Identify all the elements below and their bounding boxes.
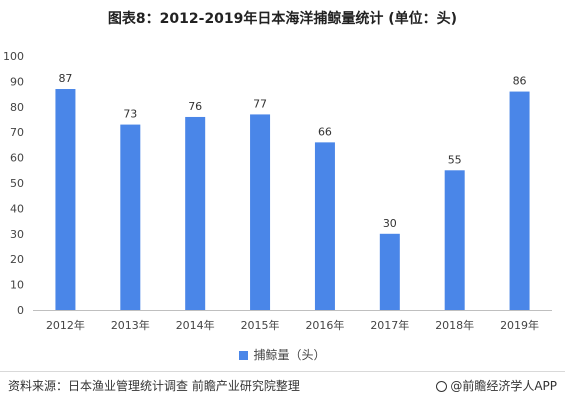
x-tick-label: 2015年 (241, 318, 280, 332)
y-tick-label: 100 (3, 50, 24, 63)
y-tick-label: 10 (10, 279, 24, 292)
bar (379, 233, 400, 310)
bar (55, 89, 76, 311)
y-tick-label: 70 (10, 126, 24, 139)
x-tick-label: 2016年 (305, 318, 344, 332)
bar (509, 91, 530, 310)
y-tick-label: 60 (10, 152, 24, 165)
data-label: 73 (123, 108, 137, 121)
data-label: 87 (58, 72, 72, 85)
x-tick-label: 2017年 (370, 318, 409, 332)
x-tick-label: 2019年 (500, 318, 539, 332)
brand-credit: @前瞻经济学人APP (436, 377, 557, 394)
x-axis: 2012年 2013年 2014年 2015年 2016年 2017年 2018年 2019年 (33, 310, 552, 332)
data-label: 76 (188, 100, 202, 113)
data-label: 86 (513, 75, 527, 88)
legend: 捕鲸量（头） (0, 346, 565, 363)
bar (120, 124, 141, 310)
footer-divider (0, 371, 565, 372)
y-tick-label: 90 (10, 75, 24, 88)
y-tick-label: 40 (10, 202, 24, 215)
brand-text: @前瞻经济学人APP (450, 379, 557, 393)
bars-group (55, 89, 530, 311)
y-tick-label: 80 (10, 101, 24, 114)
legend-label: 捕鲸量（头） (253, 348, 326, 362)
data-label: 30 (383, 217, 397, 230)
data-labels-group: 87 73 76 77 66 30 55 86 (58, 72, 526, 230)
bar (250, 114, 271, 310)
y-axis: 0 10 20 30 40 50 60 70 80 90 100 (3, 50, 24, 317)
brand-logo-icon (436, 381, 448, 392)
data-label: 66 (318, 125, 332, 138)
bar (185, 116, 206, 311)
x-tick-label: 2014年 (176, 318, 215, 332)
data-label: 55 (448, 153, 462, 166)
y-tick-label: 0 (17, 304, 24, 317)
chart-title: 图表8：2012-2019年日本海洋捕鲸量统计 (单位：头) (107, 11, 458, 27)
x-tick-label: 2018年 (435, 318, 474, 332)
bar (314, 142, 335, 310)
x-tick-label: 2013年 (111, 318, 150, 332)
source-note: 资料来源：日本渔业管理统计调查 前瞻产业研究院整理 (8, 379, 300, 393)
x-tick-label: 2012年 (46, 318, 85, 332)
y-tick-label: 20 (10, 253, 24, 266)
y-tick-label: 30 (10, 228, 24, 241)
y-tick-label: 50 (10, 177, 24, 190)
legend-swatch (239, 351, 249, 360)
bar (444, 170, 465, 310)
data-label: 77 (253, 97, 267, 110)
